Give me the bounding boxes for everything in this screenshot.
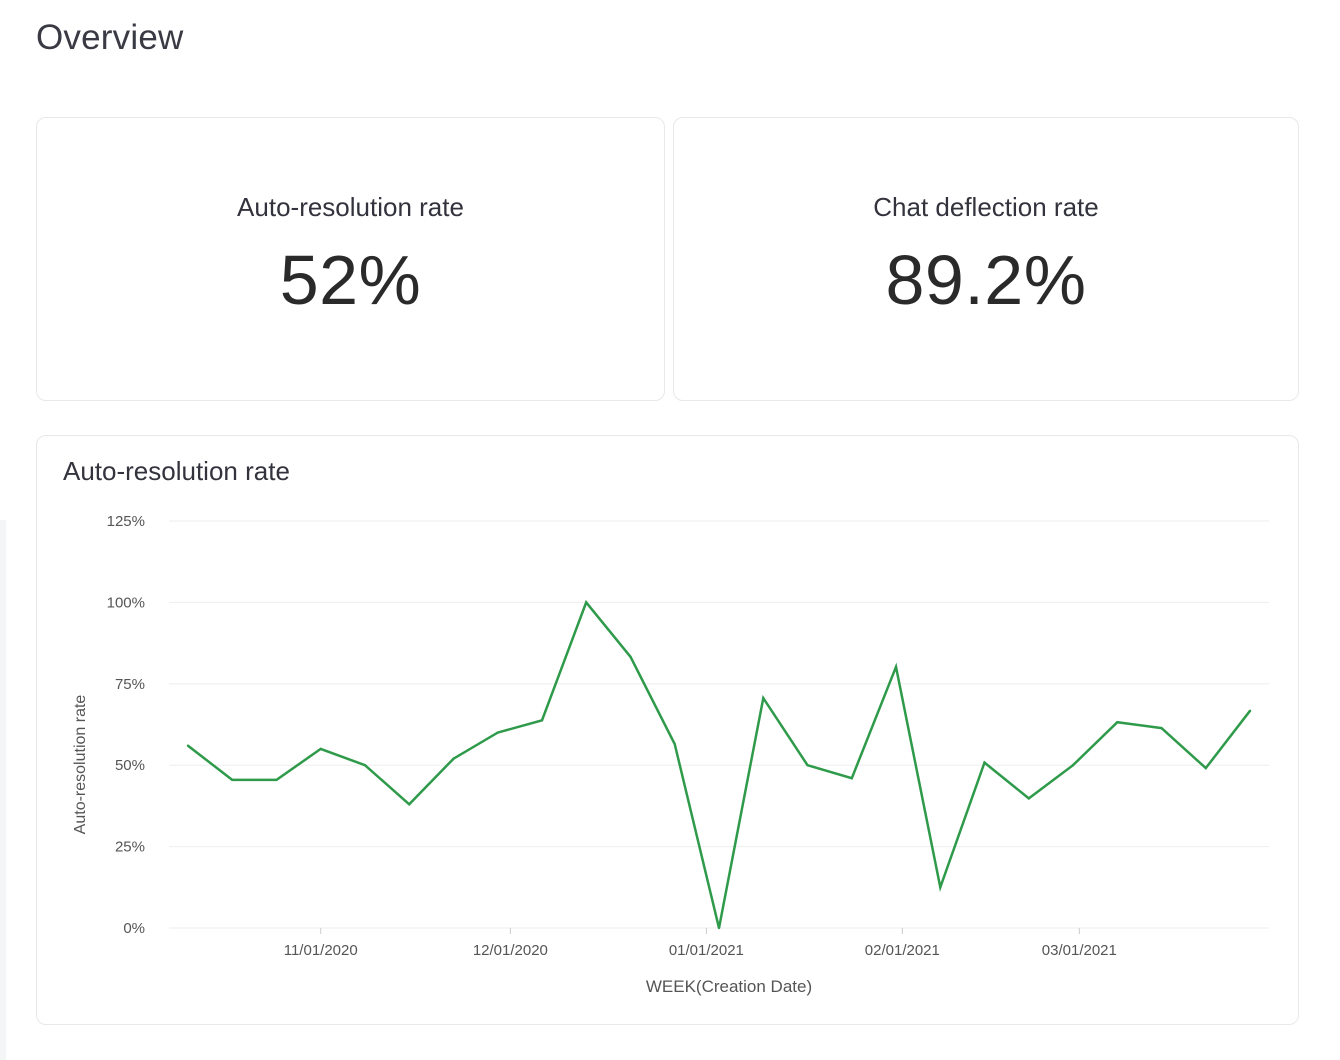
kpi-card-chat-deflection: Chat deflection rate 89.2%	[673, 117, 1299, 401]
line-chart: 0% 25% 50% 75% 100% 125% 11/01/2020 12/01/2020 0…	[72, 513, 1269, 996]
data-point	[408, 803, 411, 806]
data-point	[231, 778, 234, 782]
x-tick-label: 02/01/2021	[865, 942, 940, 959]
y-tick-label: 50%	[115, 757, 145, 774]
data-point	[1248, 709, 1252, 713]
data-point	[540, 719, 544, 722]
y-tick-label: 100%	[107, 594, 145, 611]
y-axis-title: Auto-resolution rate	[72, 695, 89, 835]
data-point	[1071, 764, 1075, 767]
kpi-label: Auto-resolution rate	[237, 192, 464, 222]
x-tick-label: 12/01/2020	[473, 942, 548, 959]
data-point	[850, 777, 853, 780]
y-tick-label: 125%	[107, 513, 145, 530]
data-point	[1160, 726, 1163, 730]
x-tick-label: 11/01/2020	[284, 942, 358, 959]
data-point	[319, 747, 322, 751]
data-point	[806, 764, 809, 767]
kpi-card-auto-resolution: Auto-resolution rate 52%	[36, 117, 665, 401]
y-tick-label: 25%	[115, 839, 145, 856]
data-point	[762, 696, 765, 700]
data-point	[452, 757, 455, 760]
data-point	[1027, 797, 1030, 800]
chart-card: Auto-resolution rate 0% 25% 50% 75% 100% 125%…	[36, 435, 1299, 1025]
left-panel-edge	[0, 520, 6, 1060]
x-axis-title: WEEK(Creation Date)	[646, 977, 812, 996]
x-tick-label: 01/01/2021	[669, 942, 744, 959]
data-point	[186, 744, 190, 747]
kpi-value: 89.2%	[885, 241, 1087, 319]
page-title: Overview	[36, 18, 184, 57]
data-point	[363, 764, 367, 767]
x-tick-label: 03/01/2021	[1042, 942, 1117, 959]
data-point	[585, 601, 588, 604]
data-point	[1204, 766, 1207, 770]
y-tick-label: 75%	[115, 676, 145, 693]
chart-title: Auto-resolution rate	[63, 456, 290, 486]
data-point	[496, 731, 499, 734]
data-point	[939, 886, 942, 889]
data-point	[1116, 721, 1119, 724]
data-point	[983, 761, 986, 764]
kpi-label: Chat deflection rate	[873, 192, 1099, 222]
data-point	[894, 665, 898, 669]
data-point	[717, 926, 721, 930]
data-point	[275, 778, 278, 782]
y-tick-label: 0%	[123, 920, 145, 937]
data-point	[629, 655, 632, 658]
kpi-value: 52%	[279, 241, 422, 319]
data-point	[673, 742, 676, 746]
